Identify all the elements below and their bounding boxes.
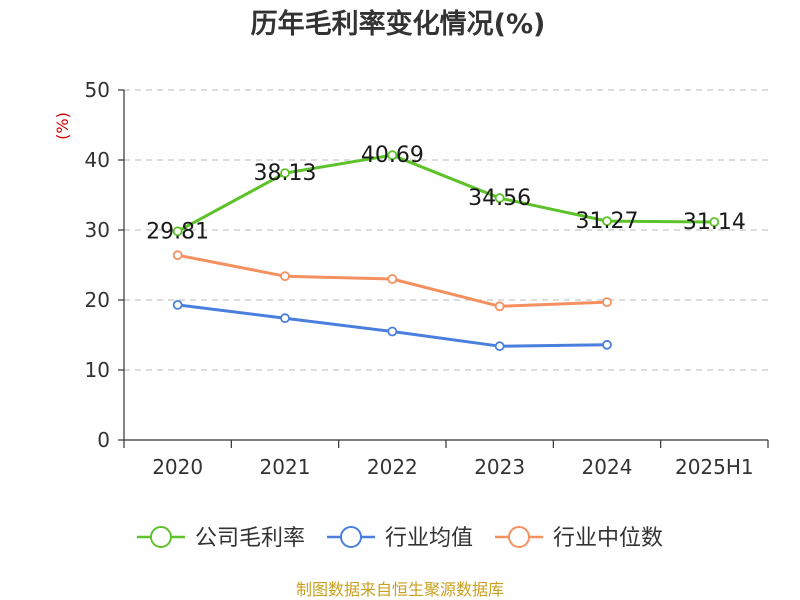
x-tick-label: 2021 — [260, 455, 311, 479]
legend-label: 行业均值 — [385, 526, 473, 551]
data-point — [387, 274, 398, 284]
series-line — [177, 303, 608, 348]
grid-lines — [124, 89, 768, 371]
legend-label: 公司毛利率 — [195, 526, 305, 551]
y-tick-label: 50 — [85, 78, 110, 102]
legend: 公司毛利率 行业均值 行业中位数 — [136, 526, 663, 551]
x-tick-label: 2025H1 — [675, 455, 754, 479]
data-point — [709, 217, 720, 227]
data-point — [280, 271, 290, 282]
legend-label: 行业中位数 — [553, 526, 663, 551]
data-label: 34.56 — [468, 186, 531, 211]
data-point — [494, 193, 505, 203]
legend-marker — [149, 526, 172, 548]
data-point — [280, 313, 290, 324]
data-point — [172, 226, 183, 237]
y-tick-label: 0 — [97, 428, 110, 452]
legend-item: 行业中位数 — [495, 526, 663, 551]
legend-marker — [339, 526, 362, 548]
data-point — [494, 341, 505, 352]
legend-item: 公司毛利率 — [136, 526, 305, 551]
data-point — [172, 299, 183, 310]
data-point — [602, 297, 612, 308]
data-point — [494, 301, 505, 312]
chart-title: 历年毛利率变化情况(%) — [251, 8, 546, 40]
x-tick-label: 2023 — [474, 455, 525, 479]
series-group — [172, 150, 720, 352]
x-tick-label: 2022 — [367, 455, 418, 479]
y-axis-unit-label: (%) — [53, 112, 72, 140]
source-note: 制图数据来自恒生聚源数据库 — [296, 580, 504, 599]
data-label: 29.81 — [146, 219, 209, 244]
data-label: 31.14 — [683, 210, 746, 235]
data-point — [172, 250, 183, 261]
y-tick-label: 40 — [85, 148, 110, 172]
axes: 0 10 20 30 40 50 2020 2021 2022 2023 2024 2025H1 — [85, 78, 769, 479]
data-label: 31.27 — [576, 209, 639, 234]
data-point — [280, 168, 290, 178]
y-tick-label: 20 — [85, 288, 110, 312]
x-tick-label: 2024 — [582, 455, 633, 479]
series-line — [176, 153, 715, 233]
data-label: 38.13 — [254, 161, 317, 186]
x-tick-label: 2020 — [152, 455, 203, 479]
data-point — [602, 339, 612, 350]
legend-marker — [508, 526, 531, 548]
legend-item: 行业均值 — [326, 526, 473, 551]
y-tick-label: 10 — [85, 358, 110, 382]
y-tick-label: 30 — [85, 218, 110, 242]
data-point — [602, 216, 612, 227]
data-point — [387, 150, 398, 161]
data-label: 40.69 — [361, 143, 424, 168]
data-labels: 29.81 38.13 40.69 34.56 31.27 31.14 — [146, 143, 746, 244]
data-point — [387, 326, 398, 337]
